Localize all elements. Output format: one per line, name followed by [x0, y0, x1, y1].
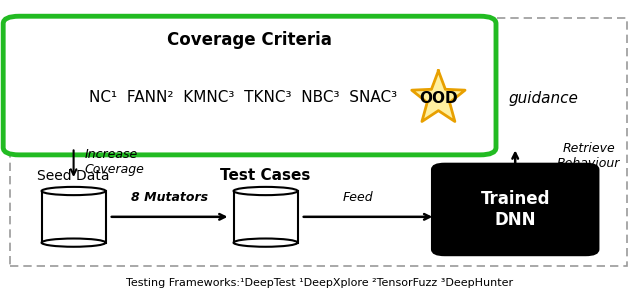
Text: Trained
DNN: Trained DNN: [481, 190, 550, 229]
Text: 8 Mutators: 8 Mutators: [131, 191, 208, 204]
FancyBboxPatch shape: [432, 164, 598, 255]
Text: Testing Frameworks:¹DeepTest ¹DeepXplore ²TensorFuzz ³DeepHunter: Testing Frameworks:¹DeepTest ¹DeepXplore…: [127, 278, 513, 288]
Ellipse shape: [234, 238, 298, 247]
Text: Increase
Coverage: Increase Coverage: [84, 148, 145, 176]
Text: guidance: guidance: [509, 91, 579, 106]
Bar: [234, 191, 298, 242]
FancyBboxPatch shape: [10, 18, 627, 266]
Polygon shape: [412, 71, 465, 122]
Text: Seed Data: Seed Data: [37, 169, 110, 183]
Text: NC¹  FANN²  KMNC³  TKNC³  NBC³  SNAC³: NC¹ FANN² KMNC³ TKNC³ NBC³ SNAC³: [89, 90, 397, 105]
Text: Test Cases: Test Cases: [220, 168, 311, 183]
Bar: [42, 191, 106, 242]
Text: Feed: Feed: [343, 191, 374, 204]
Text: Retrieve
Behaviour: Retrieve Behaviour: [557, 142, 621, 170]
Ellipse shape: [42, 238, 106, 247]
Text: OOD: OOD: [419, 91, 458, 106]
Ellipse shape: [42, 187, 106, 195]
Text: Coverage Criteria: Coverage Criteria: [167, 31, 332, 49]
Ellipse shape: [234, 187, 298, 195]
FancyBboxPatch shape: [3, 16, 496, 155]
